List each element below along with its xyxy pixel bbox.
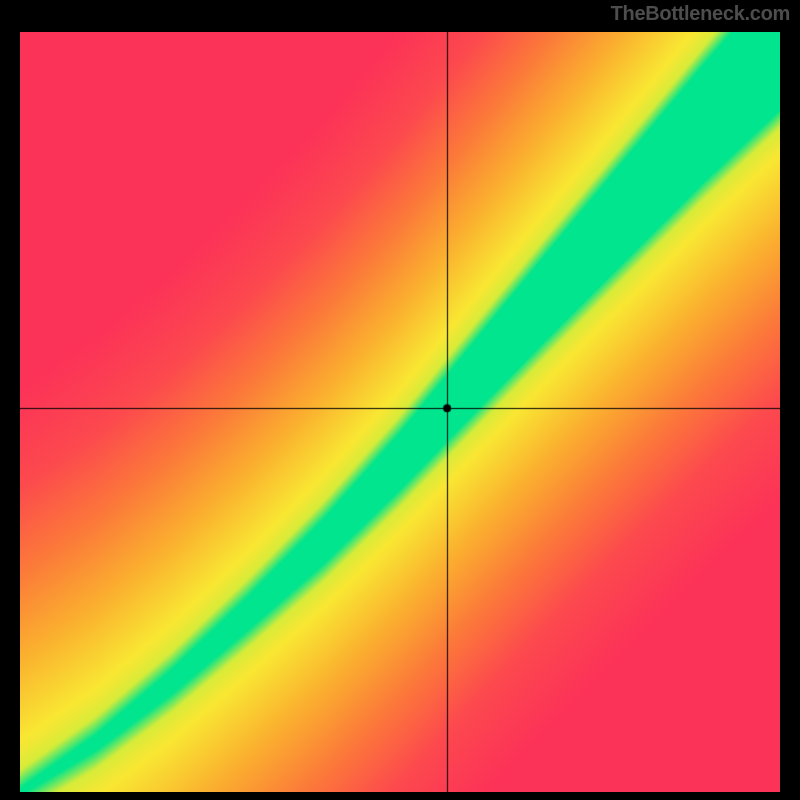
- heatmap-plot: [20, 32, 780, 792]
- watermark-label: TheBottleneck.com: [611, 3, 790, 26]
- chart-container: TheBottleneck.com: [0, 0, 800, 800]
- heatmap-canvas: [20, 32, 780, 792]
